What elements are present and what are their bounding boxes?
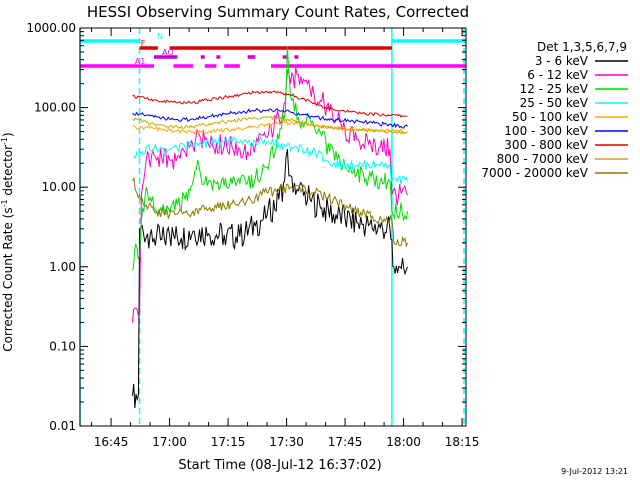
series-line-8 xyxy=(132,176,408,248)
legend-label-6: 300 - 800 keV xyxy=(504,138,588,152)
x-tick-label: 17:30 xyxy=(269,435,304,449)
vertical-markers xyxy=(79,28,465,426)
series-lines xyxy=(132,46,408,409)
series-line-1 xyxy=(132,66,408,323)
legend-label-3: 25 - 50 keV xyxy=(520,96,589,110)
series-line-0 xyxy=(132,149,408,409)
x-axis: 16:45 17:00 17:15 17:30 17:45 18:00 18:15 xyxy=(91,28,480,449)
legend-label-0: 3 - 6 keV xyxy=(535,54,589,68)
legend-label-7: 800 - 7000 keV xyxy=(497,152,589,166)
series-line-5 xyxy=(132,107,408,129)
series-line-4 xyxy=(132,120,408,135)
legend-title: Det 1,3,5,6,7,9 xyxy=(537,40,627,54)
legend-label-1: 6 - 12 keV xyxy=(527,68,589,82)
legend-label-2: 12 - 25 keV xyxy=(520,82,589,96)
flag-label-F: F xyxy=(141,39,146,48)
flag-label-A1: A1 xyxy=(135,57,146,66)
x-tick-label: 17:15 xyxy=(211,435,246,449)
x-tick-label: 16:45 xyxy=(94,435,129,449)
y-tick-label: 0.01 xyxy=(49,419,76,433)
series-line-3 xyxy=(132,135,408,185)
x-tick-label: 18:00 xyxy=(386,435,421,449)
x-axis-label: Start Time (08-Jul-12 16:37:02) xyxy=(178,458,381,473)
y-tick-label: 10.00 xyxy=(42,180,76,194)
y-axis-label: Corrected Count Rate (s-1 detector-1) xyxy=(0,132,15,351)
series-line-6 xyxy=(132,90,408,118)
legend-label-4: 50 - 100 keV xyxy=(512,110,589,124)
series-line-2 xyxy=(132,46,408,271)
y-tick-label: 1000.00 xyxy=(26,21,76,35)
flag-label-AO: AO xyxy=(162,48,174,57)
date-stamp: 9-Jul-2012 13:21 xyxy=(561,467,628,476)
y-tick-label: 0.10 xyxy=(49,339,76,353)
legend-label-8: 7000 - 20000 keV xyxy=(481,166,588,180)
legend-label-5: 100 - 300 keV xyxy=(504,124,588,138)
x-tick-label: 17:45 xyxy=(328,435,363,449)
x-tick-label: 17:00 xyxy=(152,435,187,449)
y-tick-label: 100.00 xyxy=(34,101,76,115)
series-line-7 xyxy=(132,116,408,135)
flag-label-N: N xyxy=(157,32,163,41)
y-tick-label: 1.00 xyxy=(49,260,76,274)
flag-bars: N F AO A1 xyxy=(79,32,466,68)
x-tick-label: 18:15 xyxy=(445,435,480,449)
y-axis: 1000.00 100.00 10.00 1.00 0.10 0.01 xyxy=(26,21,466,433)
chart-title: HESSI Observing Summary Count Rates, Cor… xyxy=(87,3,469,21)
plot-frame xyxy=(79,27,467,427)
